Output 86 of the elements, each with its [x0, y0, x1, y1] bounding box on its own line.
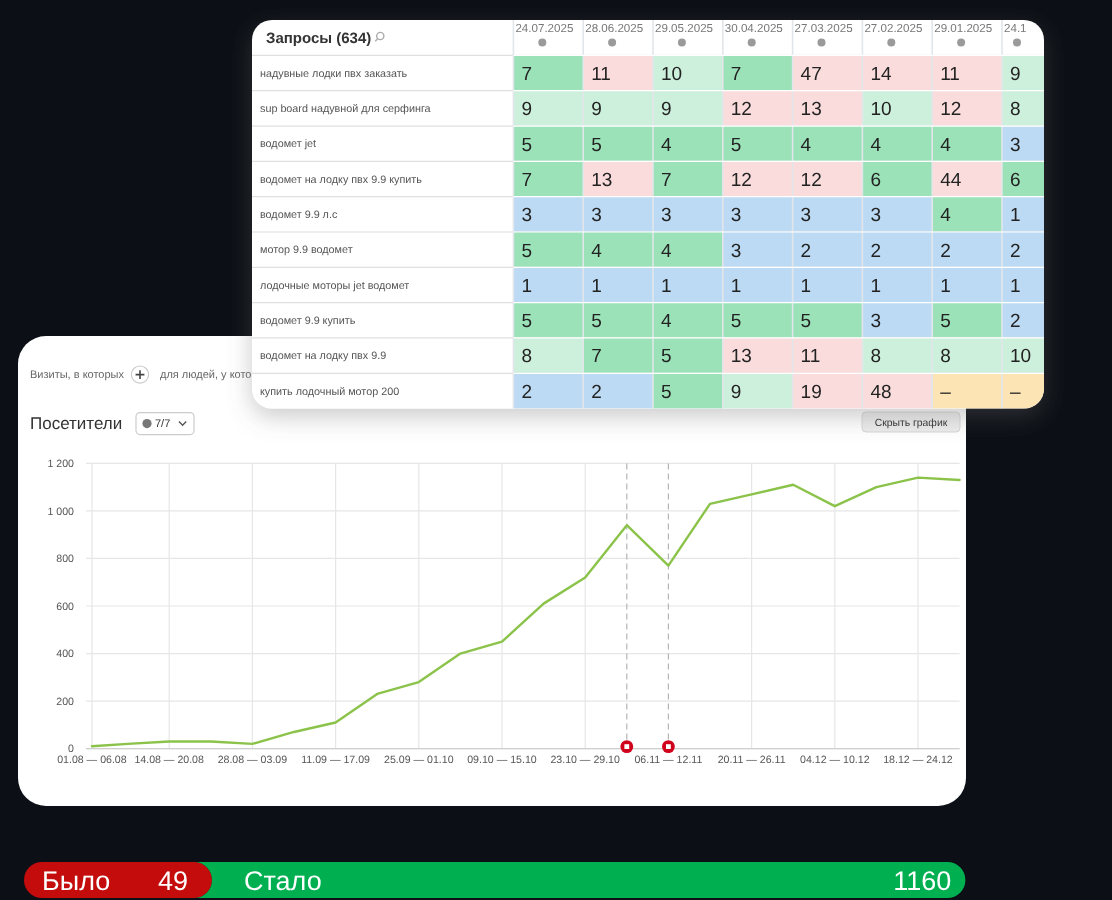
data-label: 5: [940, 311, 951, 334]
data-label: 11: [800, 346, 821, 369]
data-label: 9: [661, 99, 672, 122]
data-label: 47: [800, 63, 822, 86]
data-label: 8: [521, 346, 532, 369]
data-label: 7: [591, 346, 602, 369]
data-label: 5: [521, 134, 532, 157]
data-label: 3: [730, 205, 742, 228]
data-label: 19: [800, 381, 822, 404]
data-label: 13: [730, 346, 752, 369]
data-label: 5: [661, 346, 672, 369]
data-label: 4: [661, 240, 672, 263]
data-label: 2: [591, 381, 602, 404]
data-label: 7: [521, 63, 532, 86]
data-label: 9: [1010, 63, 1021, 86]
data-label: 1: [1010, 275, 1021, 298]
data-label: 5: [800, 311, 812, 334]
data-label: 3: [870, 205, 881, 228]
data-label: 3: [591, 205, 602, 228]
data-label: 13: [591, 169, 613, 192]
data-label: 6: [1010, 169, 1021, 192]
data-label: 1: [730, 275, 742, 298]
chart-title: Посетители: [30, 413, 123, 433]
data-label: 4: [661, 134, 672, 157]
data-label: 5: [661, 381, 672, 404]
data-label: 4: [661, 311, 672, 334]
data-label: 3: [661, 205, 672, 228]
data-label: 11: [940, 63, 960, 86]
data-label: 9: [521, 99, 532, 122]
data-label: 4: [591, 240, 602, 263]
data-label: 2: [940, 240, 951, 263]
data-label: 1: [591, 275, 602, 298]
data-label: 5: [591, 134, 602, 157]
data-label: 4: [800, 134, 812, 157]
data-label: 49: [157, 865, 188, 896]
data-label: 12: [800, 169, 822, 192]
data-label: 1: [661, 275, 672, 298]
data-label: 5: [591, 311, 602, 334]
data-label: 1: [800, 275, 812, 298]
data-label: 11: [591, 63, 611, 86]
data-label: 9: [591, 99, 602, 122]
data-label: 3: [800, 205, 812, 228]
data-label: 1160: [893, 865, 952, 896]
data-label: 2: [1010, 311, 1021, 334]
data-label: 3: [870, 311, 881, 334]
data-label: 8: [1010, 99, 1021, 122]
data-label: 1: [870, 275, 881, 298]
category-label: Было: [42, 865, 111, 896]
data-label: 1: [1010, 205, 1021, 228]
data-label: 7: [521, 169, 532, 192]
data-label: 5: [521, 311, 532, 334]
data-label: 9: [730, 381, 742, 404]
data-label: 4: [870, 134, 881, 157]
data-label: 14: [870, 63, 892, 86]
data-label: 1: [521, 275, 532, 298]
data-label: 6: [870, 169, 881, 192]
data-label: 2: [521, 381, 532, 404]
data-label: 12: [940, 99, 962, 122]
data-label: 8: [870, 346, 881, 369]
data-label: 4: [940, 205, 951, 228]
data-label: 5: [730, 311, 742, 334]
text: –: [1010, 381, 1021, 404]
data-label: 2: [870, 240, 881, 263]
data-label: 10: [870, 99, 892, 122]
data-label: 12: [730, 99, 752, 122]
data-label: 12: [730, 169, 752, 192]
data-label: 7: [730, 63, 742, 86]
data-label: 1: [940, 275, 951, 298]
data-label: 3: [1010, 134, 1021, 157]
category-label: Стало: [244, 865, 322, 896]
data-label: 3: [521, 205, 532, 228]
data-label: 10: [661, 63, 683, 86]
line-series: [90, 476, 961, 748]
data-label: 44: [940, 169, 962, 192]
data-label: 2: [800, 240, 812, 263]
data-label: 48: [870, 381, 892, 404]
data-label: 8: [940, 346, 951, 369]
data-label: 5: [521, 240, 532, 263]
data-label: 13: [800, 99, 822, 122]
data-label: 7: [661, 169, 672, 192]
data-label: 10: [1010, 346, 1032, 369]
data-label: 2: [1010, 240, 1021, 263]
data-label: 5: [730, 134, 742, 157]
data-label: 4: [940, 134, 951, 157]
data-label: 3: [730, 240, 742, 263]
text: –: [940, 381, 951, 404]
